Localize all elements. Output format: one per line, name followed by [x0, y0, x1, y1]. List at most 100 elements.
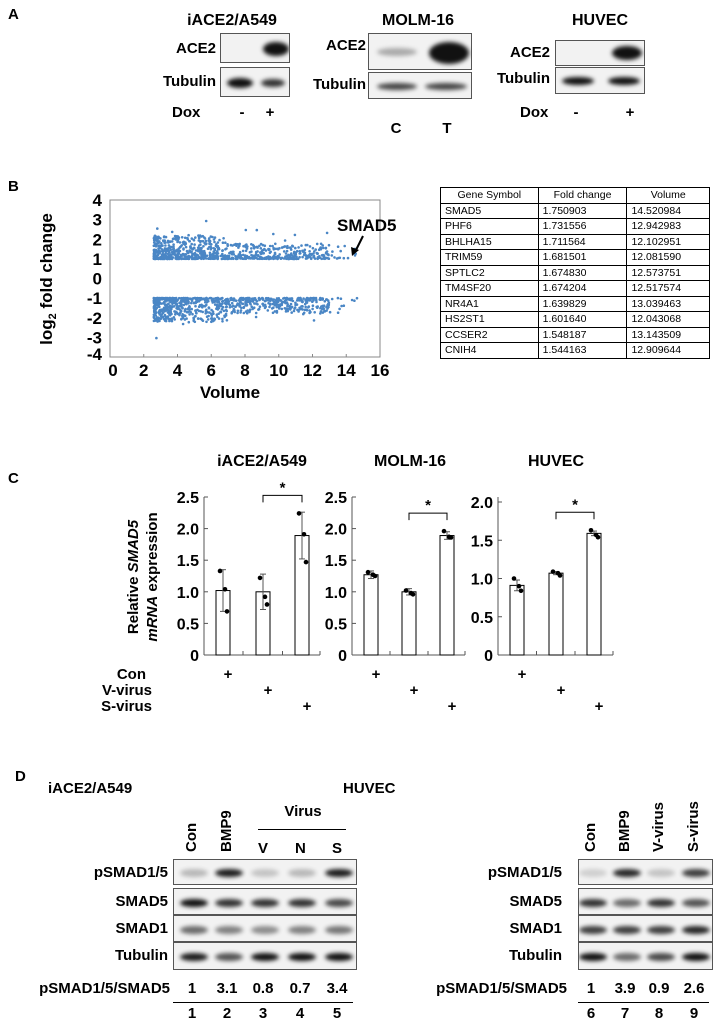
table-cell: 1.711564 — [537, 233, 628, 250]
scatter-point — [168, 312, 171, 315]
scatter-point — [308, 309, 311, 312]
scatter-point — [197, 239, 201, 242]
scatter-point — [212, 319, 216, 322]
scatter-point — [212, 312, 215, 315]
y-tick-label: -1 — [87, 289, 102, 308]
scatter-point — [250, 305, 253, 308]
scatter-point — [291, 244, 294, 248]
scatter-point — [169, 248, 173, 252]
table-cell: CCSER2 — [440, 326, 539, 343]
panel-label-b: B — [8, 178, 19, 195]
scatter-point — [264, 296, 268, 300]
scatter-point — [191, 247, 195, 251]
scatter-point — [264, 299, 267, 303]
scatter-point — [166, 247, 170, 250]
scatter-point — [194, 309, 197, 312]
ratio-value: 0.7 — [289, 980, 311, 997]
scatter-point — [176, 253, 180, 256]
table-cell: HS2ST1 — [440, 311, 539, 328]
scatter-point — [230, 301, 234, 305]
scatter-point — [224, 241, 227, 244]
scatter-point — [294, 301, 297, 305]
scatter-point — [221, 241, 225, 244]
scatter-point — [183, 318, 187, 321]
band — [647, 869, 675, 877]
scatter-point — [221, 257, 224, 260]
scatter-point — [327, 253, 330, 256]
scatter-point — [158, 298, 162, 301]
scatter-point — [192, 257, 196, 261]
scatter-point — [184, 241, 187, 244]
scatter-point — [319, 312, 322, 315]
scatter-point — [204, 239, 208, 243]
scatter-point — [204, 219, 208, 223]
blot-title: MOLM-16 — [382, 12, 454, 29]
plus-sign: + — [223, 666, 233, 683]
scatter-point — [321, 307, 324, 311]
scatter-point — [353, 254, 357, 257]
y-tick-label: 1.5 — [471, 533, 493, 550]
bar-chart-2: MOLM-16 0 0.5 1.0 1.5 2.0 2.5 * — [325, 453, 466, 662]
scatter-point — [194, 301, 197, 305]
y-tick-label: 0.5 — [471, 610, 493, 627]
blot-strip — [578, 915, 713, 942]
scatter-point — [183, 236, 187, 240]
scatter-point — [192, 297, 195, 300]
band — [215, 925, 243, 934]
scatter-point — [163, 241, 166, 245]
scatter-point — [170, 305, 174, 308]
scatter-point — [252, 297, 256, 300]
x-tick-label: 0 — [108, 361, 117, 380]
scatter-point — [248, 308, 252, 311]
scatter-point — [208, 251, 212, 255]
scatter-point — [175, 307, 178, 310]
scatter-point — [167, 308, 170, 312]
row-label: Tubulin — [508, 947, 562, 964]
scatter-point — [308, 245, 312, 248]
table-cell: 13.039463 — [626, 295, 710, 312]
lane-label: BMP9 — [218, 810, 235, 852]
scatter-point — [156, 253, 160, 257]
scatter-point — [234, 305, 237, 309]
band — [579, 925, 607, 934]
band — [325, 953, 353, 961]
row-label-tubulin: Tubulin — [312, 76, 366, 93]
scatter-point — [182, 314, 186, 317]
scatter-point — [290, 298, 293, 302]
blot-strip — [173, 942, 357, 970]
scatter-point — [155, 256, 159, 259]
scatter-point — [256, 250, 259, 253]
scatter-point — [296, 257, 300, 261]
scatter-point — [294, 255, 297, 258]
scatter-point — [288, 246, 292, 249]
panel-label-d: D — [15, 768, 26, 785]
data-point — [595, 534, 601, 540]
scatter-point — [322, 257, 325, 260]
scatter-point — [256, 257, 260, 261]
significance-bracket — [555, 511, 595, 520]
scatter-point — [161, 244, 164, 247]
scatter-point — [216, 241, 220, 244]
lane-number: 4 — [295, 1005, 305, 1022]
scatter-point — [164, 255, 168, 258]
scatter-point — [215, 307, 218, 310]
plus-sign: + — [594, 698, 604, 715]
ratio-value: 0.9 — [648, 980, 670, 997]
scatter-point — [300, 244, 303, 247]
scatter-point — [233, 243, 236, 246]
scatter-point — [239, 309, 243, 312]
band — [251, 953, 279, 961]
y-axis-label-line1: Relative SMAD5 — [125, 519, 142, 634]
scatter-point — [206, 298, 209, 301]
scatter-point — [211, 255, 214, 258]
scatter-point — [181, 300, 185, 303]
scatter-point — [166, 305, 169, 309]
scatter-point — [199, 243, 202, 246]
scatter-point — [163, 296, 167, 300]
scatter-point — [257, 308, 260, 311]
scatter-point — [248, 251, 252, 254]
row-label: Tubulin — [114, 947, 168, 964]
table-row: SMAD5 1.750903 14.520984 — [440, 202, 710, 219]
scatter-point — [152, 297, 156, 300]
scatter-point — [311, 304, 315, 307]
